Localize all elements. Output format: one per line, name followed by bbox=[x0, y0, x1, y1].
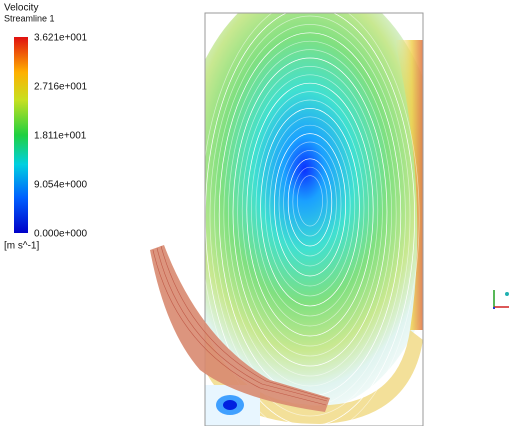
legend-tick-label: 3.621e+001 bbox=[34, 33, 88, 44]
viewport: Velocity Streamline 1 3.621e+001 2.716e+0… bbox=[0, 0, 519, 426]
legend-tick-label: 2.716e+001 bbox=[34, 82, 88, 93]
legend-tick-label: 9.054e+000 bbox=[34, 180, 88, 191]
color-bar bbox=[14, 37, 28, 233]
page: {"legend": {"title": "Velocity", "subtit… bbox=[0, 0, 519, 426]
axis-triad bbox=[494, 290, 509, 309]
legend-tick-label: 1.811e+001 bbox=[34, 131, 87, 142]
legend-subtitle: Streamline 1 bbox=[4, 13, 55, 23]
legend-tick-label: 0.000e+000 bbox=[34, 229, 88, 240]
legend-unit: [m s^-1] bbox=[4, 241, 39, 252]
legend-title: Velocity bbox=[4, 3, 38, 14]
